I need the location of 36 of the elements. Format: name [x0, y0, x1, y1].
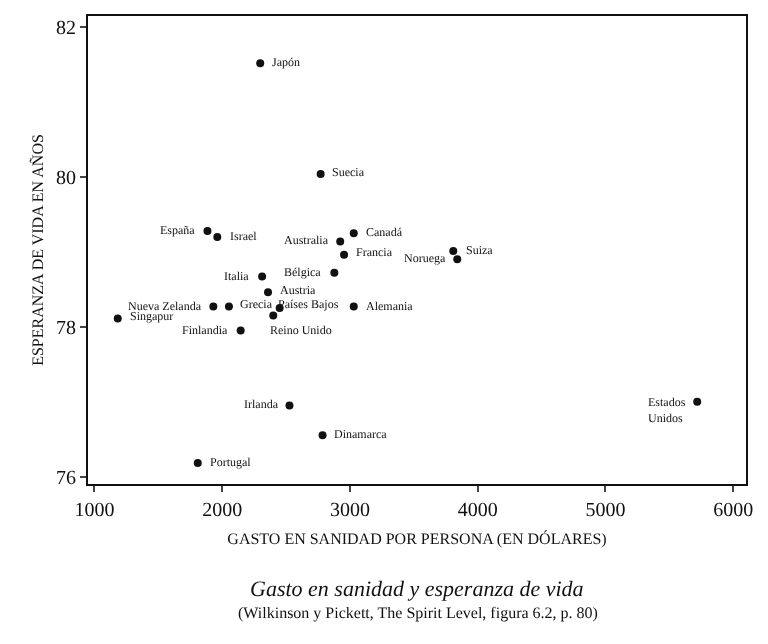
point [113, 314, 122, 323]
x-tick-label: 5000 [585, 500, 626, 522]
x-tick-label: 1000 [74, 500, 115, 522]
point [349, 229, 358, 238]
point [193, 459, 202, 468]
y-tick-label: 78 [56, 317, 76, 340]
point [203, 226, 212, 235]
point [258, 272, 267, 281]
x-tick-label: 4000 [457, 500, 498, 522]
point [224, 302, 233, 311]
text: (Wilkinson y Pickett, The Spirit Level, figura 6.2, p. 80) [238, 604, 599, 622]
point [209, 302, 218, 311]
point [269, 311, 278, 320]
point [336, 237, 345, 246]
point [213, 232, 222, 241]
text: Gasto en sanidad y esperanza de vida [250, 578, 585, 602]
point [349, 302, 358, 311]
point [256, 59, 265, 68]
y-axis-title: ESPERANZA DE VIDA EN AÑOS [29, 134, 48, 366]
x-tick-label: 3000 [329, 500, 370, 522]
point [318, 431, 327, 440]
point [453, 255, 462, 264]
point [340, 250, 349, 259]
x-tick-label: 6000 [713, 500, 754, 522]
y-tick-label: 80 [56, 168, 76, 190]
point [264, 288, 273, 297]
point [316, 170, 325, 178]
x-axis-title: GASTO EN SANIDAD POR PERSONA (EN DÓLARES) [227, 530, 608, 549]
point [330, 268, 339, 277]
point [449, 247, 458, 256]
point [236, 326, 245, 335]
y-tick-label: 76 [56, 467, 76, 490]
point [693, 397, 702, 406]
point [285, 401, 294, 410]
x-tick-label: 2000 [202, 500, 243, 522]
y-tick-label: 82 [56, 18, 76, 41]
